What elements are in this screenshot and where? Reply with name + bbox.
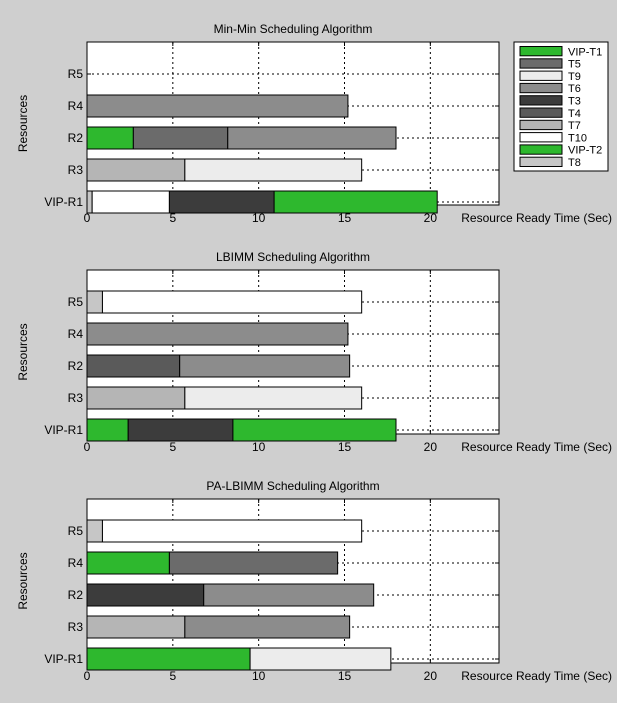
bar-segment-r2: [179, 354, 351, 378]
legend-entry: T7: [568, 120, 581, 132]
x-tick-label: 0: [84, 440, 91, 454]
resource-tick-label: R4: [68, 99, 84, 113]
chart-panel-1: Min-Min Scheduling Algorithm 0 5 10 15 20 Reso…: [16, 22, 612, 225]
bar-segment-vip-r1: [127, 418, 234, 442]
chart-title: LBIMM Scheduling Algorithm: [216, 250, 370, 264]
legend-entry: T5: [568, 59, 581, 71]
bar-segment-r2: [132, 126, 229, 150]
legend-swatch: [519, 107, 563, 118]
resource-tick-label: R2: [68, 359, 84, 373]
x-tick-label: 0: [84, 669, 91, 683]
legend-entry: VIP-T2: [568, 145, 602, 157]
resource-tick-label: VIP-R1: [44, 423, 83, 437]
resource-tick-label: R5: [68, 295, 84, 309]
bar-segment-r2: [86, 354, 181, 378]
resource-tick-label: R3: [68, 163, 84, 177]
legend-entry: T10: [568, 132, 587, 144]
resource-tick-label: R2: [68, 131, 84, 145]
bar-segment-vip-r1: [249, 647, 392, 671]
bar-segment-r3: [86, 386, 186, 410]
bar-segment-vip-r1: [86, 418, 129, 442]
chart-title: Min-Min Scheduling Algorithm: [214, 22, 373, 36]
bar-segment-r2: [86, 583, 205, 607]
legend-swatch: [519, 82, 563, 94]
chart-panel-3: PA-LBIMM Scheduling Algorithm 0 5 10 15 20 Res…: [16, 479, 612, 683]
bar-segment-r5: [86, 519, 103, 543]
resource-tick-label: R3: [68, 391, 84, 405]
x-tick-label: 0: [84, 211, 91, 225]
x-tick-label: 5: [169, 669, 176, 683]
bar-segment-r3: [184, 386, 363, 410]
legend-entry: T3: [568, 96, 581, 108]
x-tick-label: 15: [338, 440, 352, 454]
resource-tick-label: R5: [68, 67, 84, 81]
bar-segment-r2: [227, 126, 397, 150]
x-tick-label: 15: [338, 669, 352, 683]
y-axis-label: Resources: [16, 323, 30, 380]
x-tick-label: 20: [424, 669, 438, 683]
legend-swatch: [519, 144, 563, 155]
bar-segment-r3: [184, 158, 363, 182]
bar-segment-r3: [184, 615, 351, 639]
x-tick-label: 20: [424, 211, 438, 225]
bar-segment-vip-r1: [91, 190, 170, 214]
legend-swatch: [519, 132, 563, 143]
y-axis-label: Resources: [16, 552, 30, 609]
bar-segment-vip-r1: [86, 647, 251, 671]
legend-swatch: [519, 95, 563, 106]
resource-tick-label: R4: [68, 327, 84, 341]
x-tick-label: 10: [252, 211, 266, 225]
legend-entry: T8: [568, 157, 581, 169]
legend-swatch: [519, 119, 563, 131]
legend-entry: T9: [568, 71, 581, 83]
resource-tick-label: R5: [68, 524, 84, 538]
y-axis-label: Resources: [16, 95, 30, 152]
bar-segment-r2: [203, 583, 375, 607]
resource-tick-label: VIP-R1: [44, 195, 83, 209]
chart-title: PA-LBIMM Scheduling Algorithm: [206, 479, 379, 493]
legend-entry: T6: [568, 83, 581, 95]
bar-segment-vip-r1: [273, 190, 438, 214]
x-tick-label: 10: [252, 440, 266, 454]
resource-tick-label: R2: [68, 588, 84, 602]
x-tick-label: 20: [424, 440, 438, 454]
legend-swatch: [519, 58, 563, 69]
bar-segment-r5: [101, 519, 363, 543]
legend-entry: T4: [568, 108, 581, 120]
bar-segment-r4: [86, 94, 349, 118]
chart-panel-2: LBIMM Scheduling Algorithm 0 5 10 15 20 Resour…: [16, 250, 612, 454]
bar-segment-vip-r1: [86, 190, 93, 214]
bar-segment-r4: [86, 551, 170, 575]
bar-segment-r3: [86, 615, 186, 639]
legend-swatch: [519, 156, 563, 167]
x-tick-label: 10: [252, 669, 266, 683]
resource-tick-label: R3: [68, 620, 84, 634]
legend-entry: VIP-T1: [568, 46, 602, 58]
resource-tick-label: VIP-R1: [44, 652, 83, 666]
bar-segment-r5: [86, 290, 103, 314]
bar-segment-vip-r1: [232, 418, 397, 442]
bar-segment-r3: [86, 158, 186, 182]
x-axis-label: Resource Ready Time (Sec): [461, 669, 612, 683]
bar-segment-r5: [101, 290, 363, 314]
bar-segment-vip-r1: [168, 190, 275, 214]
bar-segment-r2: [86, 126, 134, 150]
x-tick-label: 5: [169, 211, 176, 225]
x-axis-label: Resource Ready Time (Sec): [461, 211, 612, 225]
x-tick-label: 15: [338, 211, 352, 225]
bar-segment-r4: [86, 322, 349, 346]
legend-swatch: [519, 70, 563, 81]
bar-segment-r4: [168, 551, 339, 575]
x-axis-label: Resource Ready Time (Sec): [461, 440, 612, 454]
x-tick-label: 5: [169, 440, 176, 454]
resource-tick-label: R4: [68, 556, 84, 570]
legend-swatch: [519, 46, 563, 57]
